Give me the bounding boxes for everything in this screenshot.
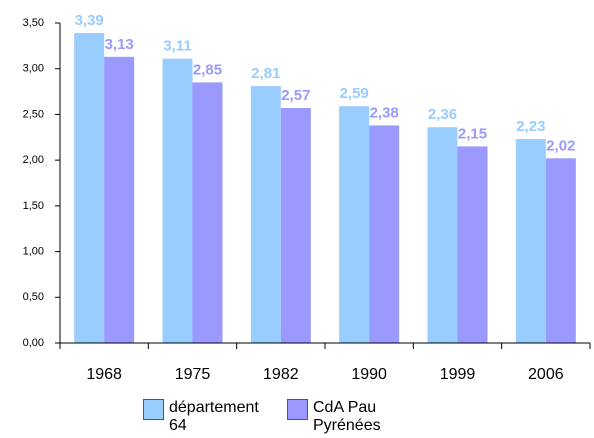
x-tick-label: 1968 bbox=[86, 366, 122, 383]
y-tick-label: 3,00 bbox=[23, 63, 44, 75]
x-tick-label: 1975 bbox=[175, 366, 211, 383]
legend-swatch bbox=[143, 399, 164, 420]
bar bbox=[74, 33, 105, 344]
value-label: 2,81 bbox=[251, 65, 280, 82]
x-tick-label: 1999 bbox=[440, 366, 476, 383]
value-label: 2,15 bbox=[458, 125, 487, 142]
y-tick-label: 1,50 bbox=[23, 200, 44, 212]
value-label: 3,11 bbox=[163, 38, 191, 55]
legend-item: CdA Pau Pyrénées bbox=[287, 399, 425, 435]
legend-label: département 64 bbox=[169, 399, 259, 434]
y-tick-label: 2,50 bbox=[23, 108, 44, 120]
bar bbox=[162, 58, 193, 344]
value-label: 3,13 bbox=[105, 36, 134, 53]
bar bbox=[427, 127, 458, 343]
y-tick-label: 0,50 bbox=[23, 291, 44, 303]
legend-label: CdA Pau Pyrénées bbox=[313, 399, 381, 434]
bar bbox=[515, 139, 546, 343]
value-label: 2,57 bbox=[281, 87, 310, 104]
x-tick-label: 2006 bbox=[528, 366, 564, 383]
y-tick-label: 0,00 bbox=[23, 337, 44, 349]
bar bbox=[250, 86, 281, 343]
value-label: 2,02 bbox=[546, 137, 575, 154]
y-tick-label: 2,00 bbox=[23, 154, 44, 166]
legend-item: département 64 bbox=[143, 399, 281, 435]
bar bbox=[104, 56, 135, 343]
value-label: 2,59 bbox=[340, 85, 369, 102]
legend-swatch bbox=[287, 399, 308, 420]
bar bbox=[457, 146, 488, 343]
bar bbox=[192, 82, 223, 343]
x-tick-label: 1982 bbox=[263, 366, 299, 383]
y-tick-label: 1,00 bbox=[23, 245, 44, 257]
value-label: 2,23 bbox=[516, 118, 545, 135]
value-label: 2,85 bbox=[193, 61, 222, 78]
bar bbox=[369, 125, 400, 344]
value-label: 2,36 bbox=[428, 106, 457, 123]
bar bbox=[545, 158, 576, 343]
value-label: 2,38 bbox=[370, 104, 399, 121]
bar bbox=[280, 108, 311, 344]
value-label: 3,39 bbox=[75, 12, 104, 29]
y-tick-label: 3,50 bbox=[23, 17, 44, 29]
bar bbox=[339, 106, 370, 343]
x-tick-label: 1990 bbox=[351, 366, 387, 383]
